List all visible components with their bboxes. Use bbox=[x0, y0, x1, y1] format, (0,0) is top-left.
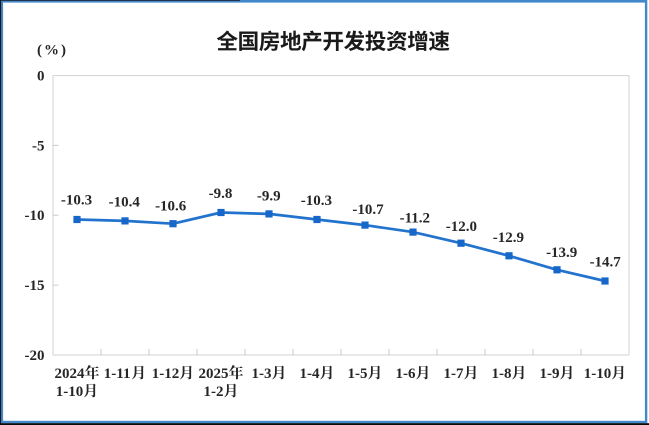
svg-text:-10: -10 bbox=[25, 208, 45, 224]
svg-text:-5: -5 bbox=[32, 138, 45, 154]
svg-text:-20: -20 bbox=[25, 348, 45, 364]
svg-text:-9.9: -9.9 bbox=[257, 188, 281, 204]
svg-text:-9.8: -9.8 bbox=[209, 186, 233, 202]
svg-text:1-5: 1-5 bbox=[348, 366, 368, 382]
svg-text:2025: 2025 bbox=[199, 366, 229, 382]
svg-text:-10.3: -10.3 bbox=[301, 193, 332, 209]
svg-text:1-4: 1-4 bbox=[300, 366, 320, 382]
svg-text:1-2: 1-2 bbox=[204, 384, 224, 400]
svg-text:-12.0: -12.0 bbox=[446, 219, 477, 235]
svg-text:(%): (%) bbox=[37, 43, 68, 59]
svg-text:-15: -15 bbox=[25, 278, 45, 294]
svg-text:1-7: 1-7 bbox=[444, 366, 464, 382]
svg-text:-11.2: -11.2 bbox=[400, 211, 430, 227]
svg-text:1-10: 1-10 bbox=[584, 366, 612, 382]
svg-text:1-11: 1-11 bbox=[104, 366, 131, 382]
svg-text:-12.9: -12.9 bbox=[493, 230, 524, 246]
svg-text:1-12: 1-12 bbox=[152, 366, 180, 382]
svg-text:1-10: 1-10 bbox=[56, 384, 84, 400]
svg-text:-10.6: -10.6 bbox=[155, 199, 187, 215]
svg-text:1-6: 1-6 bbox=[396, 366, 416, 382]
svg-text:1-9: 1-9 bbox=[540, 366, 560, 382]
svg-text:2024: 2024 bbox=[55, 366, 86, 382]
svg-text:1-8: 1-8 bbox=[492, 366, 512, 382]
svg-text:-10.4: -10.4 bbox=[109, 195, 141, 211]
svg-text:0: 0 bbox=[37, 69, 45, 85]
svg-text:-13.9: -13.9 bbox=[546, 245, 577, 261]
svg-text:1-3: 1-3 bbox=[252, 366, 272, 382]
svg-text:-14.7: -14.7 bbox=[590, 255, 622, 271]
svg-text:-10.3: -10.3 bbox=[61, 193, 92, 209]
svg-text:-10.7: -10.7 bbox=[352, 202, 384, 218]
